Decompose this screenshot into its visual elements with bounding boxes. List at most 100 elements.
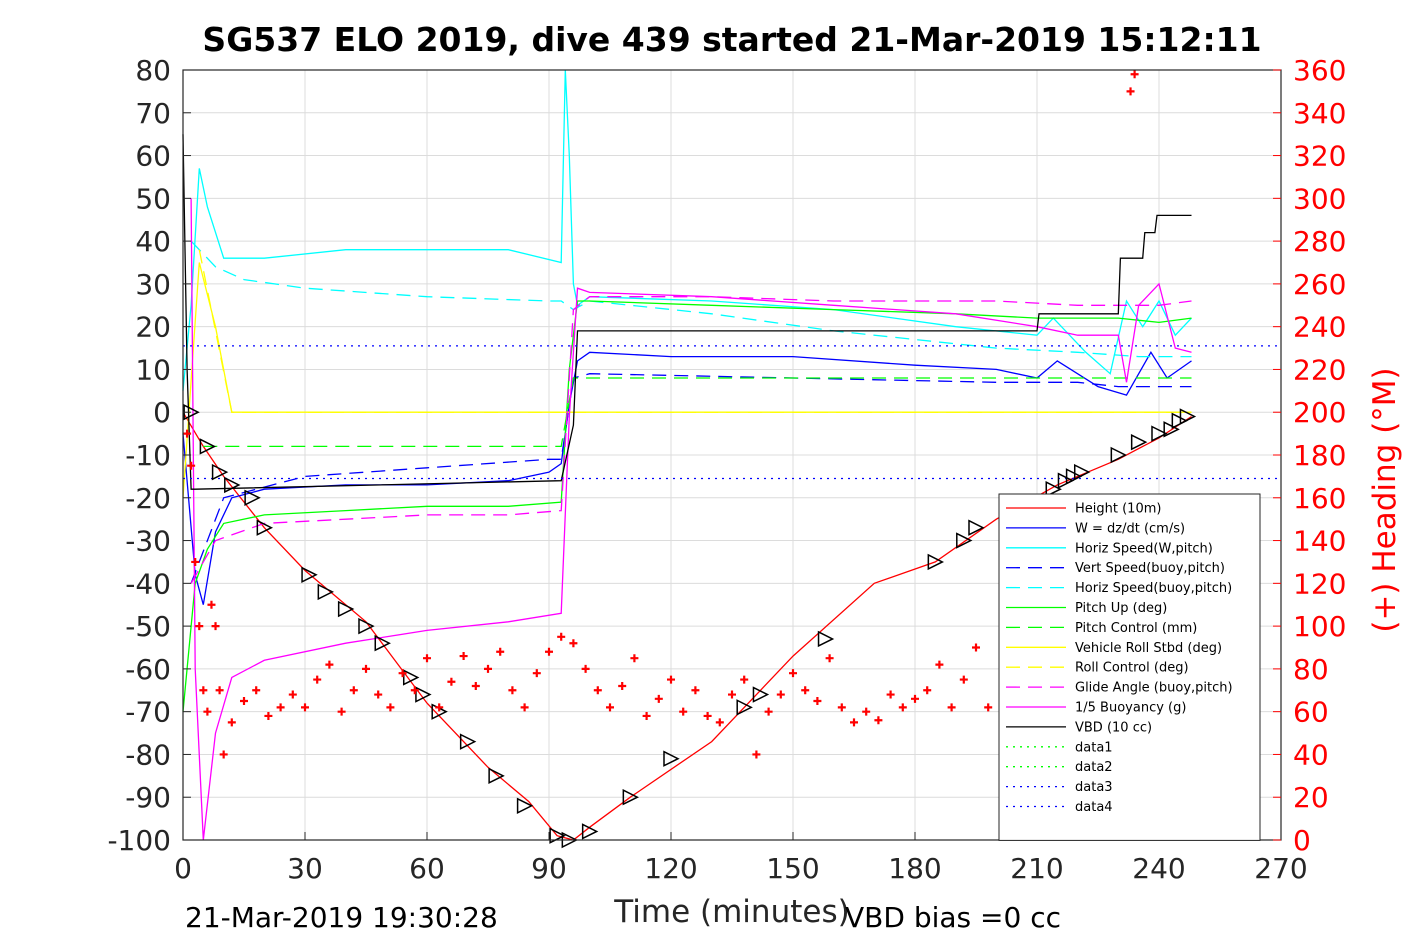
y2-tick-label: 160 (1293, 482, 1346, 515)
y2-axis-label: (+) Heading (°M) (1367, 367, 1403, 632)
heading-point (219, 750, 228, 759)
heading-point (362, 664, 370, 673)
heading-point (496, 647, 505, 656)
vbd-marker (358, 617, 375, 635)
heading-point (545, 647, 553, 656)
x-axis-label: Time (minutes) (613, 894, 849, 930)
x-tick-label: 60 (409, 852, 445, 885)
heading-point (313, 675, 322, 684)
heading-point (374, 690, 383, 699)
vbd-marker (752, 686, 770, 703)
heading-point (484, 664, 492, 673)
vbd-marker (581, 823, 599, 840)
heading-point (935, 660, 944, 669)
y2-tick-label: 120 (1293, 567, 1346, 600)
vbd-marker (1110, 446, 1128, 464)
vbd-marker (1057, 472, 1075, 489)
y-tick-label: -50 (125, 610, 171, 643)
heading-point (569, 639, 578, 648)
y2-tick-label: 0 (1293, 824, 1311, 857)
vbd-marker (415, 686, 432, 703)
vbd-marker (488, 767, 505, 785)
heading-point (703, 711, 712, 720)
y2-tick-label: 240 (1293, 311, 1346, 344)
vbd-marker (1130, 433, 1148, 451)
heading-point (276, 703, 285, 712)
vbd-marker (927, 553, 945, 571)
heading-point (642, 711, 651, 720)
heading-point (728, 690, 736, 699)
heading-points (183, 70, 1139, 759)
vbd-marker (459, 733, 477, 750)
x-tick-label: 150 (766, 852, 819, 885)
heading-point (349, 686, 358, 695)
y2-tick-label: 180 (1293, 439, 1346, 472)
y-tick-label: 30 (135, 268, 171, 301)
y-tick-label: 50 (135, 182, 171, 215)
y2-tick-label: 140 (1293, 525, 1346, 558)
heading-point (947, 703, 956, 712)
heading-point (227, 718, 236, 727)
heading-point (740, 675, 749, 684)
heading-point (557, 632, 566, 641)
y2-tick-label: 280 (1293, 225, 1346, 258)
legend-label: Horiz Speed(W,pitch) (1075, 541, 1213, 556)
heading-point (886, 690, 895, 699)
series-1-5-buoyancy-g (190, 198, 1192, 841)
series-roll-control-deg (198, 249, 1192, 413)
vbd-bias-annotation: VBD bias =0 cc (845, 901, 1061, 934)
vbd-markers (183, 404, 1197, 849)
heading-point (435, 703, 444, 712)
y-tick-label: -60 (125, 653, 171, 686)
heading-point (508, 686, 517, 695)
heading-point (813, 696, 822, 705)
heading-point (520, 703, 529, 712)
heading-point (618, 682, 627, 690)
heading-point (386, 703, 395, 712)
heading-point (423, 654, 431, 663)
heading-point (203, 707, 212, 716)
y-tick-label: 10 (135, 353, 171, 386)
series-glide-angle-buoy-pitch (190, 296, 1192, 584)
y-tick-label: 20 (135, 311, 171, 344)
series-vbd-10-cc (182, 134, 1192, 490)
y2-tick-label: 360 (1293, 54, 1346, 87)
legend-label: Vert Speed(buoy,pitch) (1075, 561, 1225, 576)
y2-tick-label: 80 (1293, 653, 1329, 686)
vbd-marker (956, 532, 973, 549)
heading-point (898, 703, 907, 712)
heading-point (715, 718, 724, 727)
legend-label: 1/5 Buoyancy (g) (1075, 701, 1186, 716)
heading-point (264, 711, 273, 720)
heading-point (301, 703, 309, 712)
vbd-marker (1045, 481, 1062, 498)
heading-point (825, 654, 834, 663)
heading-point (199, 686, 208, 695)
vbd-marker (1073, 463, 1091, 481)
y-tick-label: -10 (125, 439, 171, 472)
start-time-annotation: 21-Mar-2019 19:30:28 (185, 901, 498, 934)
vbd-marker (199, 438, 217, 455)
vbd-marker (256, 519, 274, 536)
vbd-marker (516, 797, 534, 814)
y-tick-label: -20 (125, 482, 171, 515)
series-pitch-control-mm (203, 377, 1192, 448)
heading-point (630, 654, 639, 663)
heading-point (789, 669, 797, 678)
heading-point (972, 643, 980, 652)
heading-point (654, 694, 663, 703)
vbd-marker (211, 463, 229, 481)
heading-point (923, 686, 932, 695)
heading-point (667, 675, 675, 684)
legend-label: Height (10m) (1075, 502, 1161, 517)
heading-point (801, 686, 810, 695)
vbd-marker (968, 519, 985, 536)
vbd-marker (1163, 421, 1180, 438)
heading-point (471, 682, 480, 690)
y-tick-label: 80 (135, 54, 171, 87)
legend-label: Roll Control (deg) (1075, 661, 1189, 676)
heading-point (606, 703, 614, 712)
heading-point (1126, 87, 1135, 96)
legend-label: Pitch Up (deg) (1075, 601, 1167, 616)
vbd-marker (374, 635, 391, 652)
